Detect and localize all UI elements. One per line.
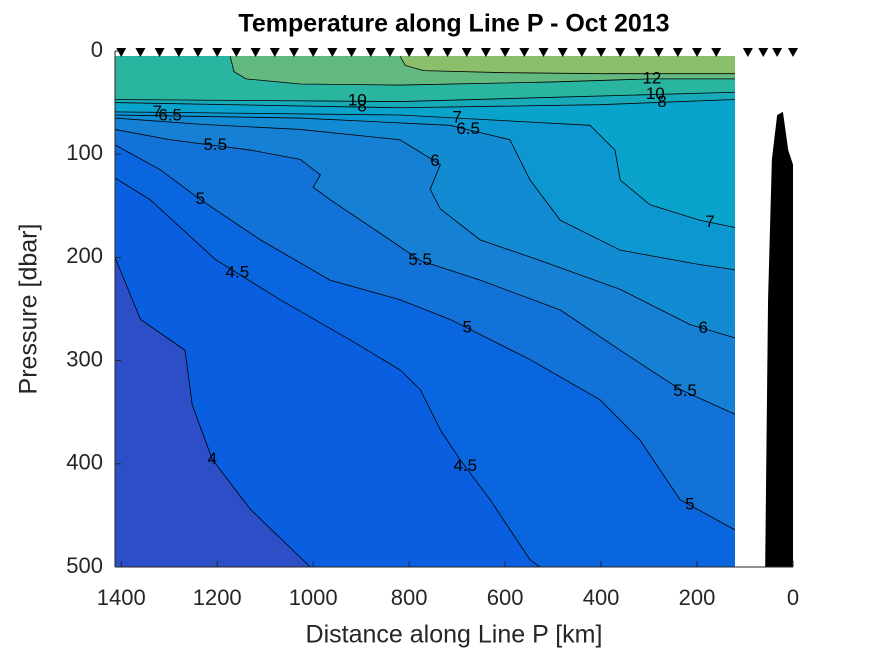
contour-label: 6 bbox=[430, 151, 439, 170]
contour-line bbox=[114, 111, 736, 228]
station-marker bbox=[442, 48, 453, 57]
x-tick-label: 1200 bbox=[193, 585, 242, 610]
contour-label: 6.5 bbox=[158, 105, 182, 124]
contour-line bbox=[114, 129, 736, 415]
station-marker bbox=[672, 48, 683, 57]
station-marker bbox=[327, 48, 338, 57]
station-marker bbox=[788, 48, 798, 57]
x-tick-label: 0 bbox=[787, 585, 799, 610]
y-tick-label: 500 bbox=[66, 553, 103, 578]
station-marker bbox=[116, 48, 127, 57]
contour-line bbox=[229, 56, 735, 86]
contour-line bbox=[114, 99, 735, 109]
station-marker bbox=[461, 48, 472, 57]
contour-label: 7 bbox=[705, 212, 714, 231]
x-axis-label: Distance along Line P [km] bbox=[306, 621, 603, 649]
y-tick-label: 0 bbox=[91, 37, 103, 62]
contour-label: 5.5 bbox=[408, 250, 432, 269]
station-marker bbox=[231, 48, 242, 57]
station-marker bbox=[212, 48, 223, 57]
station-marker bbox=[519, 48, 530, 57]
y-tick-label: 400 bbox=[66, 450, 103, 475]
station-marker bbox=[758, 48, 769, 57]
station-marker bbox=[772, 48, 783, 57]
contour-label: 8 bbox=[657, 92, 666, 111]
station-marker bbox=[384, 48, 395, 57]
station-marker bbox=[653, 48, 664, 57]
x-tick-label: 400 bbox=[583, 585, 620, 610]
station-marker bbox=[404, 48, 415, 57]
contour-label: 10 bbox=[348, 91, 367, 110]
contour-label: 5 bbox=[685, 495, 694, 514]
station-marker bbox=[423, 48, 434, 57]
x-tick-label: 200 bbox=[679, 585, 716, 610]
y-tick-label: 100 bbox=[66, 140, 103, 165]
contour-label: 7 bbox=[152, 102, 161, 121]
contour-line bbox=[114, 144, 736, 531]
contour-label: 5 bbox=[196, 189, 205, 208]
contour-line bbox=[114, 177, 541, 568]
station-marker bbox=[692, 48, 703, 57]
x-tick-label: 1000 bbox=[289, 585, 338, 610]
station-marker bbox=[193, 48, 204, 57]
station-marker bbox=[615, 48, 626, 57]
station-marker bbox=[557, 48, 568, 57]
y-tick-label: 300 bbox=[66, 346, 103, 371]
contour-label: 4.5 bbox=[453, 456, 477, 475]
station-marker bbox=[269, 48, 280, 57]
station-marker bbox=[154, 48, 165, 57]
contour-label: 10 bbox=[646, 84, 665, 103]
station-marker bbox=[500, 48, 511, 57]
station-marker bbox=[135, 48, 146, 57]
contour-line bbox=[114, 117, 736, 339]
y-axis-label: Pressure [dbar] bbox=[15, 224, 43, 395]
station-marker bbox=[634, 48, 645, 57]
station-marker bbox=[596, 48, 607, 57]
contour-label: 7 bbox=[452, 108, 461, 127]
contour-label: 5.5 bbox=[673, 381, 697, 400]
y-tick-label: 200 bbox=[66, 243, 103, 268]
seafloor bbox=[765, 111, 793, 567]
station-marker bbox=[308, 48, 319, 57]
contour-label: 6.5 bbox=[456, 119, 480, 138]
contour-line bbox=[114, 257, 311, 568]
station-marker bbox=[346, 48, 357, 57]
station-marker bbox=[480, 48, 491, 57]
station-marker bbox=[365, 48, 376, 57]
station-marker bbox=[711, 48, 722, 57]
contour-label: 4 bbox=[208, 449, 217, 468]
contour-label: 5 bbox=[462, 317, 471, 336]
contour-line bbox=[114, 114, 735, 271]
station-marker bbox=[288, 48, 299, 57]
x-tick-label: 800 bbox=[391, 585, 428, 610]
plot-area bbox=[114, 55, 793, 568]
station-marker bbox=[742, 48, 753, 57]
contour-label: 8 bbox=[357, 97, 366, 116]
station-marker bbox=[173, 48, 184, 57]
contour-line bbox=[114, 91, 735, 102]
station-marker bbox=[538, 48, 549, 57]
contour-band bbox=[400, 56, 735, 74]
x-tick-label: 1400 bbox=[97, 585, 146, 610]
chart-title: Temperature along Line P - Oct 2013 bbox=[238, 10, 669, 38]
contour-line bbox=[399, 55, 735, 75]
contour-label: 5.5 bbox=[203, 135, 227, 154]
station-marker bbox=[250, 48, 261, 57]
contour-label: 12 bbox=[642, 68, 661, 87]
contour-label: 6 bbox=[699, 318, 708, 337]
station-marker bbox=[576, 48, 587, 57]
x-tick-label: 600 bbox=[487, 585, 524, 610]
contour-label: 4.5 bbox=[226, 263, 250, 282]
